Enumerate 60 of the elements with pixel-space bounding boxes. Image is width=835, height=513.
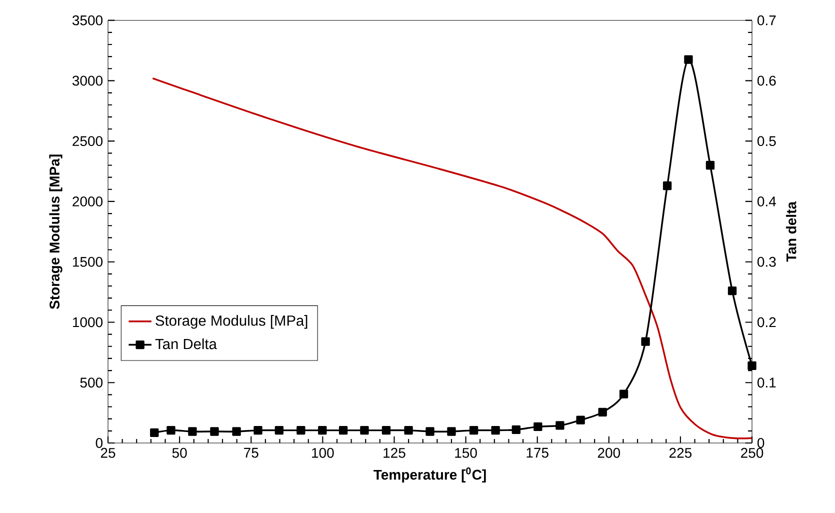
point	[469, 426, 478, 435]
x-tick-label: 175	[526, 448, 548, 458]
y-tick-label: 1500	[73, 256, 103, 267]
y-tick-label: 2000	[72, 196, 103, 206]
point	[404, 426, 413, 435]
point	[360, 426, 369, 435]
y2-tick-label: 0.4	[757, 196, 776, 206]
point	[150, 428, 159, 438]
x-tick-label: 125	[384, 448, 406, 458]
x-tick-label: 75	[244, 448, 258, 458]
legend-label: Tan Delta	[155, 338, 217, 350]
point	[447, 427, 456, 436]
point	[254, 426, 262, 435]
y-tick-label: 2500	[72, 136, 103, 146]
point	[576, 416, 585, 424]
point	[598, 408, 607, 417]
point	[684, 55, 693, 64]
x-tick-label: 50	[172, 448, 187, 458]
point	[619, 390, 628, 398]
point	[748, 361, 756, 370]
point	[534, 422, 542, 432]
point	[232, 427, 241, 436]
y2-tick-label: 0.1	[757, 378, 776, 388]
y-tick-label: 3500	[72, 15, 103, 26]
point	[210, 427, 219, 436]
y2-tick-label: 0.7	[757, 15, 776, 26]
point	[706, 160, 715, 170]
point	[662, 181, 672, 190]
x-tick-label: 150	[455, 448, 477, 458]
x-tick-label: 250	[741, 448, 764, 458]
legend-label: Storage Modulus [MPa]	[156, 315, 308, 329]
y-axis-title: Storage Modulus [MPa]	[49, 154, 62, 310]
y-tick-label: 0	[96, 438, 103, 448]
point	[338, 426, 348, 435]
point	[166, 426, 176, 435]
y2-axis-title: Tan delta	[786, 201, 796, 262]
point	[641, 337, 650, 346]
y2-tick-label: 0.5	[757, 136, 776, 146]
point	[296, 426, 306, 435]
point	[188, 427, 197, 436]
y-tick-label: 500	[80, 378, 103, 388]
x-tick-label: 25	[100, 448, 116, 458]
point	[728, 286, 737, 296]
point	[491, 426, 500, 435]
y2-tick-label: 0.2	[757, 317, 776, 328]
x-axis-title: Temperature [$^{0}$C]	[374, 467, 486, 482]
point	[382, 426, 391, 435]
y2-tick-label: 0	[757, 438, 764, 448]
point	[512, 425, 520, 434]
point	[274, 426, 284, 435]
point	[426, 427, 434, 436]
y2-tick-label: 0.6	[757, 76, 776, 86]
point	[556, 421, 564, 430]
y-tick-label: 3000	[72, 76, 103, 86]
x-tick-label: 100	[312, 448, 334, 458]
y2-tick-label: 0.3	[757, 256, 776, 267]
x-tick-label: 225	[669, 448, 692, 458]
y-tick-label: 1000	[73, 317, 103, 328]
x-tick-label: 200	[598, 448, 620, 458]
point	[318, 426, 327, 435]
